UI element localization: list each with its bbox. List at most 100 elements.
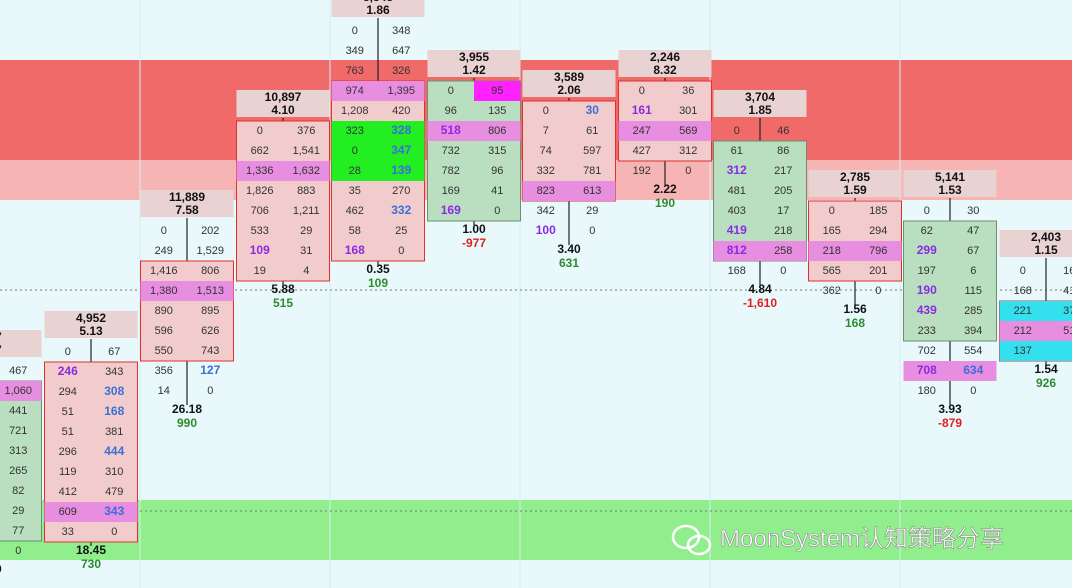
bid-volume: 109 <box>250 243 270 257</box>
value-area <box>236 120 330 282</box>
close-price: 80 <box>0 562 2 576</box>
bid-volume: 180 <box>918 385 936 397</box>
ask-volume: 36 <box>682 85 694 97</box>
bid-volume: 299 <box>917 243 937 257</box>
bid-volume: 0 <box>639 85 645 97</box>
bid-volume: 7 <box>543 125 549 137</box>
ask-volume: 326 <box>392 65 410 77</box>
ratio: 8.32 <box>653 63 677 77</box>
ask-volume: 626 <box>201 325 219 337</box>
delta: -1,610 <box>743 296 777 310</box>
ask-volume: 0 <box>970 385 976 397</box>
ratio: 1.86 <box>366 3 390 17</box>
bid-volume: 233 <box>918 325 936 337</box>
volume: 3,955 <box>459 50 489 64</box>
ask-volume: 29 <box>300 225 312 237</box>
ask-volume: 185 <box>869 205 887 217</box>
ask-volume: 444 <box>104 444 124 458</box>
close-price: 5.88 <box>271 282 295 296</box>
bid-volume: 609 <box>59 506 77 518</box>
ask-volume: 95 <box>491 85 503 97</box>
volume: 2,785 <box>840 170 870 184</box>
watermark-text: MoonSystem认知策略分享 <box>720 525 1004 552</box>
ask-volume: 41 <box>491 185 503 197</box>
ask-volume: 1,211 <box>293 205 320 217</box>
ask-volume: 0 <box>15 545 21 557</box>
close-price: 4.84 <box>748 282 772 296</box>
ask-volume: 285 <box>964 305 982 317</box>
bid-volume: 342 <box>537 205 555 217</box>
ask-volume: 29 <box>586 205 598 217</box>
bid-volume: 812 <box>727 243 747 257</box>
bid-volume: 312 <box>727 163 747 177</box>
ask-volume: 202 <box>201 225 219 237</box>
bid-volume: 323 <box>346 125 364 137</box>
bid-volume: 0 <box>1020 265 1026 277</box>
row-highlight <box>999 321 1072 341</box>
header-bg <box>713 90 807 117</box>
ask-volume: 67 <box>967 245 979 257</box>
bid-volume: 247 <box>633 125 651 137</box>
ask-volume: 343 <box>105 366 123 378</box>
ask-volume: 0 <box>875 285 881 297</box>
ratio: 1.85 <box>748 103 772 117</box>
ask-volume: 61 <box>586 125 598 137</box>
ask-volume: 613 <box>583 185 601 197</box>
ask-volume: 301 <box>679 105 697 117</box>
ask-volume: 25 <box>395 225 407 237</box>
volume: 2,403 <box>1031 230 1061 244</box>
cell-highlight <box>378 161 425 181</box>
ask-volume: 82 <box>12 485 24 497</box>
ask-volume: 1,632 <box>292 165 320 177</box>
ask-volume: 328 <box>391 123 411 137</box>
delta: 730 <box>81 557 101 571</box>
bid-volume: 0 <box>257 125 263 137</box>
ask-volume: 86 <box>777 145 789 157</box>
ask-volume: 96 <box>491 165 503 177</box>
value-area <box>427 80 521 222</box>
ratio: 2.06 <box>557 83 581 97</box>
row-highlight <box>236 161 330 181</box>
ratio: 27 <box>0 343 2 357</box>
ask-volume: 347 <box>391 143 411 157</box>
bid-volume: 61 <box>731 145 743 157</box>
ask-volume: 205 <box>774 185 792 197</box>
ask-volume: 16 <box>1063 265 1072 277</box>
close-price: 26.18 <box>172 402 202 416</box>
ask-volume: 781 <box>583 165 601 177</box>
cell-highlight <box>378 121 425 141</box>
bid-volume: 518 <box>441 123 461 137</box>
bid-volume: 0 <box>161 225 167 237</box>
ask-volume: 201 <box>869 265 887 277</box>
row-highlight <box>0 381 42 401</box>
bid-volume: 1,336 <box>246 165 274 177</box>
ask-volume: 569 <box>679 125 697 137</box>
ask-volume: 554 <box>964 345 982 357</box>
row-highlight <box>44 502 138 522</box>
row-highlight <box>427 121 521 141</box>
ask-volume: 441 <box>9 405 27 417</box>
ask-volume: 467 <box>9 365 27 377</box>
ask-volume: 332 <box>391 203 411 217</box>
row-highlight <box>618 121 712 141</box>
bid-volume: 96 <box>445 105 457 117</box>
ask-volume: 348 <box>392 25 410 37</box>
delta: 515 <box>273 296 293 310</box>
ask-volume: 51 <box>1063 325 1072 337</box>
bid-volume: 165 <box>823 225 841 237</box>
bid-volume: 62 <box>921 225 933 237</box>
ratio: 4.10 <box>271 103 295 117</box>
bid-volume: 0 <box>448 85 454 97</box>
ask-volume: 743 <box>201 345 219 357</box>
ask-volume: 4 <box>303 265 309 277</box>
cell-highlight <box>331 121 378 141</box>
row-highlight <box>331 81 425 101</box>
bid-volume: 412 <box>59 486 77 498</box>
ask-volume: 895 <box>201 305 219 317</box>
bid-volume: 0 <box>734 125 740 137</box>
bid-volume: 550 <box>155 345 173 357</box>
delta: 168 <box>845 316 865 330</box>
row-highlight <box>808 241 902 261</box>
header-bg <box>522 70 616 97</box>
ask-volume: 47 <box>967 225 979 237</box>
